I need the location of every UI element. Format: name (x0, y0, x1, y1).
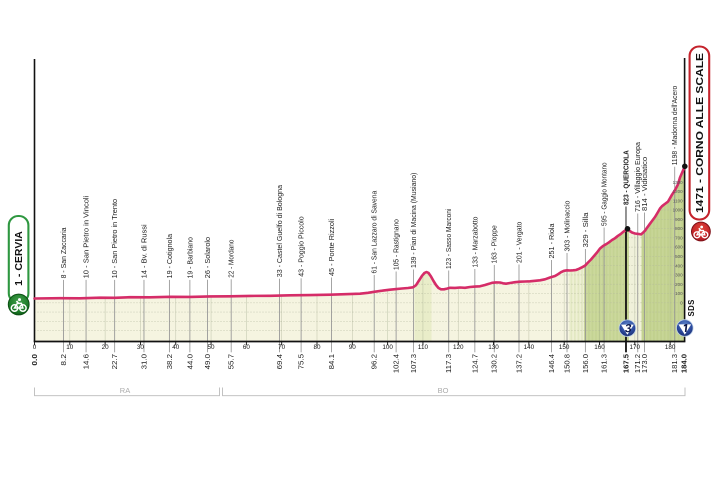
svg-text:400: 400 (675, 263, 683, 268)
svg-text:137.2: 137.2 (516, 354, 523, 373)
svg-text:49.0: 49.0 (205, 354, 212, 370)
svg-text:10 - San Pietro in Trento: 10 - San Pietro in Trento (112, 199, 119, 279)
svg-text:117.3: 117.3 (446, 354, 453, 373)
svg-text:163 - Pioppe: 163 - Pioppe (492, 225, 499, 263)
svg-text:700: 700 (675, 235, 683, 240)
svg-text:43 - Poggio Piccolo: 43 - Poggio Piccolo (299, 216, 306, 276)
svg-text:300: 300 (675, 273, 683, 278)
svg-text:0.0: 0.0 (32, 354, 39, 366)
svg-text:303 - Molinaccio: 303 - Molinaccio (564, 200, 571, 251)
svg-text:1 - CERVIA: 1 - CERVIA (13, 231, 25, 286)
svg-text:22.7: 22.7 (112, 354, 119, 370)
svg-text:1471 - CORNO ALLE SCALE: 1471 - CORNO ALLE SCALE (694, 53, 706, 213)
svg-text:110: 110 (418, 344, 429, 351)
svg-text:20: 20 (102, 344, 110, 351)
svg-text:814 - Vidiciatico: 814 - Vidiciatico (642, 157, 649, 211)
svg-text:133 - Marzabotto: 133 - Marzabotto (472, 217, 479, 268)
svg-text:26 - Solarolo: 26 - Solarolo (205, 237, 212, 278)
svg-text:150.8: 150.8 (564, 354, 571, 373)
svg-text:19 - Cotignola: 19 - Cotignola (167, 234, 174, 279)
svg-text:61 - San Lazzaro di Savena: 61 - San Lazzaro di Savena (372, 191, 379, 274)
svg-text:22 - Mordano: 22 - Mordano (229, 240, 236, 278)
svg-text:45 - Ponte Rizzoli: 45 - Ponte Rizzoli (329, 218, 336, 276)
svg-text:130.2: 130.2 (492, 354, 499, 373)
svg-text:30: 30 (137, 344, 145, 351)
svg-text:251 - Riola: 251 - Riola (549, 223, 556, 258)
svg-text:0: 0 (33, 344, 37, 351)
svg-text:500: 500 (675, 254, 683, 259)
svg-text:69.4: 69.4 (277, 354, 284, 370)
svg-text:40: 40 (172, 344, 180, 351)
svg-text:160: 160 (594, 344, 605, 351)
svg-text:70: 70 (278, 344, 286, 351)
svg-text:124.7: 124.7 (472, 354, 479, 373)
svg-text:BO: BO (438, 386, 449, 395)
svg-text:171.2: 171.2 (635, 354, 642, 373)
svg-text:102.4: 102.4 (394, 354, 401, 373)
svg-text:84.1: 84.1 (329, 354, 336, 370)
svg-text:900: 900 (675, 217, 683, 222)
svg-text:10 - San Pietro in Vincoli: 10 - San Pietro in Vincoli (83, 195, 90, 278)
svg-text:161.3: 161.3 (602, 354, 609, 373)
svg-text:130: 130 (488, 344, 499, 351)
svg-text:200: 200 (675, 282, 683, 287)
svg-text:184.0: 184.0 (682, 354, 689, 373)
svg-text:329 - Silla: 329 - Silla (583, 212, 590, 247)
svg-text:595 - Gaggio Montano: 595 - Gaggio Montano (602, 162, 609, 226)
svg-text:173.0: 173.0 (642, 354, 649, 373)
svg-text:14 - Bv. di Russi: 14 - Bv. di Russi (141, 224, 148, 279)
svg-text:10: 10 (66, 344, 74, 351)
svg-text:75.5: 75.5 (299, 354, 306, 370)
svg-text:600: 600 (675, 245, 683, 250)
svg-text:823 - QUERCIOLA: 823 - QUERCIOLA (623, 150, 630, 205)
svg-text:105 - Rastignano: 105 - Rastignano (394, 219, 401, 270)
svg-text:55.7: 55.7 (229, 354, 236, 370)
svg-text:120: 120 (453, 344, 464, 351)
svg-text:1000: 1000 (673, 208, 684, 213)
svg-text:0: 0 (680, 300, 683, 305)
svg-text:156.0: 156.0 (583, 354, 590, 373)
svg-text:33 - Castel Guelfo di Bologna: 33 - Castel Guelfo di Bologna (277, 185, 284, 277)
svg-text:1300: 1300 (673, 180, 684, 185)
svg-text:44.0: 44.0 (187, 354, 194, 370)
svg-text:1100: 1100 (673, 198, 683, 203)
svg-text:50: 50 (208, 344, 216, 351)
svg-text:80: 80 (313, 344, 321, 351)
svg-text:SDS: SDS (687, 299, 696, 316)
svg-text:146.4: 146.4 (549, 354, 556, 373)
svg-text:800: 800 (675, 226, 683, 231)
svg-text:139 - Pian di Macina (Musiano): 139 - Pian di Macina (Musiano) (411, 173, 418, 268)
svg-text:107.3: 107.3 (411, 354, 418, 373)
svg-text:181.3: 181.3 (672, 354, 679, 373)
svg-text:19 - Barbiano: 19 - Barbiano (187, 237, 194, 278)
svg-text:140: 140 (524, 344, 535, 351)
svg-text:1198 - Madonna dell'Acero: 1198 - Madonna dell'Acero (672, 86, 679, 166)
svg-text:201 - Vergato: 201 - Vergato (516, 222, 523, 263)
svg-text:8 - San Zaccaria: 8 - San Zaccaria (61, 227, 68, 278)
svg-text:8.2: 8.2 (61, 354, 68, 366)
svg-text:31.0: 31.0 (141, 354, 148, 370)
svg-text:150: 150 (559, 344, 570, 351)
svg-text:180: 180 (665, 344, 676, 351)
svg-text:167.5: 167.5 (623, 354, 630, 373)
svg-text:14.6: 14.6 (83, 354, 90, 370)
svg-text:90: 90 (349, 344, 357, 351)
svg-text:1200: 1200 (673, 189, 684, 194)
svg-text:100: 100 (382, 344, 393, 351)
svg-text:96.2: 96.2 (372, 354, 379, 370)
svg-text:170: 170 (630, 344, 641, 351)
svg-text:RA: RA (120, 386, 130, 395)
svg-text:60: 60 (243, 344, 251, 351)
svg-text:38.2: 38.2 (167, 354, 174, 370)
svg-text:123 - Sasso Marconi: 123 - Sasso Marconi (446, 208, 453, 269)
svg-text:716 - Villaggio Europa: 716 - Villaggio Europa (635, 142, 642, 212)
svg-text:100: 100 (675, 291, 683, 296)
